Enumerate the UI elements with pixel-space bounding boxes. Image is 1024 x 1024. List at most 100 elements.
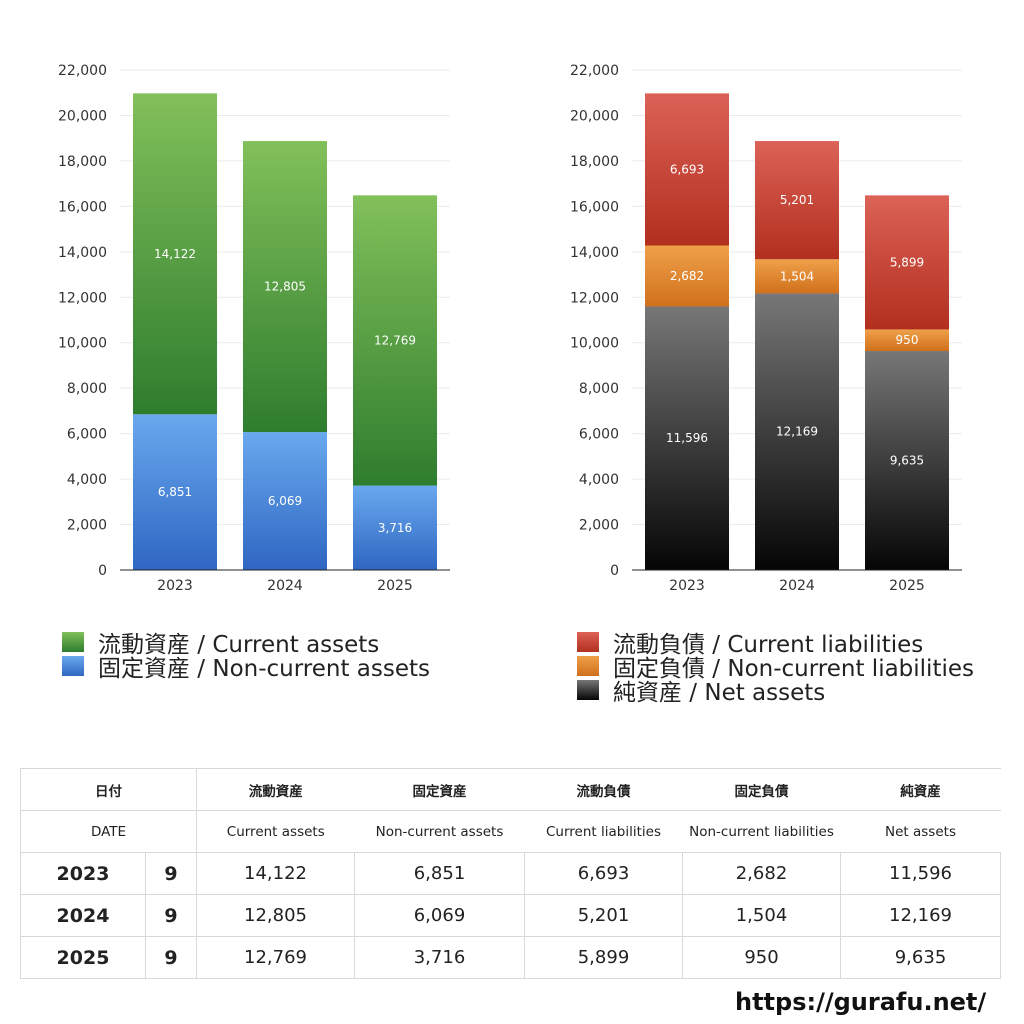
bar-segment [645, 306, 729, 570]
y-tick-label: 14,000 [58, 245, 107, 261]
table-row: 2023 9 14,122 6,851 6,693 2,682 11,596 [20, 852, 1001, 895]
legend-label: 流動負債 / Current liabilities [613, 632, 924, 658]
table-header-en: DATE Current assets Non-current assets C… [20, 810, 1001, 853]
y-tick-label: 18,000 [58, 154, 107, 170]
bar-segment [243, 141, 327, 433]
header-date-jp: 日付 [20, 768, 197, 811]
header-cell: Non-current liabilities [682, 810, 841, 853]
data-label: 9,635 [890, 454, 924, 468]
data-table: 日付 流動資産 固定資産 流動負債 固定負債 純資産 DATE Current … [20, 768, 1001, 979]
bar-segment [865, 195, 949, 330]
bar-segment [755, 259, 839, 294]
row-month: 9 [145, 894, 197, 937]
data-label: 5,201 [780, 193, 814, 207]
y-tick-label: 2,000 [579, 518, 619, 534]
header-cell: 固定資産 [354, 768, 525, 811]
table-cell: 6,069 [354, 894, 525, 937]
data-label: 6,851 [158, 485, 192, 499]
x-tick-label: 2023 [669, 578, 705, 594]
bar-segment [755, 141, 839, 260]
data-label: 1,504 [780, 269, 814, 283]
table-cell: 11,596 [840, 852, 1001, 895]
x-tick-label: 2024 [267, 578, 303, 594]
y-tick-label: 16,000 [58, 199, 107, 215]
table-cell: 6,851 [354, 852, 525, 895]
data-label: 12,169 [776, 425, 818, 439]
legend-item-current-liabilities: 流動負債 / Current liabilities [577, 630, 974, 658]
table-header-jp: 日付 流動資産 固定資産 流動負債 固定負債 純資産 [20, 768, 1001, 811]
assets-legend: 流動資産 / Current assets 固定資産 / Non-current… [62, 630, 430, 682]
legend-label: 流動資産 / Current assets [98, 632, 380, 658]
row-year: 2023 [20, 852, 146, 895]
bar-segment [133, 93, 217, 415]
legend-item-non-current-liabilities: 固定負債 / Non-current liabilities [577, 654, 974, 682]
table-cell: 3,716 [354, 936, 525, 979]
y-tick-label: 0 [610, 563, 619, 579]
liabilities-chart: 0 2,000 4,000 6,000 8,000 10,000 12,000 14,000 1… [570, 63, 962, 594]
legend-label: 純資産 / Net assets [613, 680, 826, 706]
data-label: 5,899 [890, 255, 924, 269]
header-cell: Current liabilities [524, 810, 683, 853]
header-cell: Current assets [196, 810, 355, 853]
table-cell: 12,805 [196, 894, 355, 937]
legend-swatch [577, 680, 599, 700]
data-label: 950 [896, 333, 919, 347]
y-tick-label: 10,000 [58, 336, 107, 352]
x-tick-label: 2025 [889, 578, 925, 594]
header-cell: 固定負債 [682, 768, 841, 811]
y-tick-label: 12,000 [570, 290, 619, 306]
x-tick-label: 2025 [377, 578, 413, 594]
row-month: 9 [145, 852, 197, 895]
table-cell: 12,769 [196, 936, 355, 979]
header-date-en: DATE [20, 810, 197, 853]
legend-swatch [62, 656, 84, 676]
legend-swatch [577, 632, 599, 652]
y-tick-label: 8,000 [579, 381, 619, 397]
liabilities-legend: 流動負債 / Current liabilities 固定負債 / Non-cu… [577, 630, 974, 706]
table-cell: 1,504 [682, 894, 841, 937]
table-cell: 6,693 [524, 852, 683, 895]
table-cell: 2,682 [682, 852, 841, 895]
table-row: 2025 9 12,769 3,716 5,899 950 9,635 [20, 936, 1001, 979]
y-tick-label: 4,000 [67, 472, 107, 488]
header-cell: 流動負債 [524, 768, 683, 811]
header-cell: Non-current assets [354, 810, 525, 853]
header-cell: 流動資産 [196, 768, 355, 811]
y-tick-label: 14,000 [570, 245, 619, 261]
legend-label: 固定資産 / Non-current assets [98, 656, 431, 682]
y-tick-label: 6,000 [67, 427, 107, 443]
legend-item-non-current-assets: 固定資産 / Non-current assets [62, 654, 430, 682]
bar-segment [645, 93, 729, 246]
y-tick-label: 22,000 [58, 63, 107, 79]
table-cell: 12,169 [840, 894, 1001, 937]
y-tick-label: 8,000 [67, 381, 107, 397]
bar-segment [645, 245, 729, 307]
bar-segment [865, 351, 949, 570]
x-tick-label: 2024 [779, 578, 815, 594]
y-tick-label: 18,000 [570, 154, 619, 170]
row-year: 2024 [20, 894, 146, 937]
site-url: https://gurafu.net/ [735, 988, 987, 1016]
data-label: 6,069 [268, 494, 302, 508]
row-year: 2025 [20, 936, 146, 979]
data-label: 12,805 [264, 280, 306, 294]
bar-segment [243, 432, 327, 570]
data-label: 11,596 [666, 431, 708, 445]
bar-segment [353, 485, 437, 570]
legend-swatch [62, 632, 84, 652]
y-tick-label: 20,000 [570, 108, 619, 124]
y-tick-label: 4,000 [579, 472, 619, 488]
y-tick-label: 16,000 [570, 199, 619, 215]
data-label: 2,682 [670, 269, 704, 283]
table-cell: 5,201 [524, 894, 683, 937]
x-tick-label: 2023 [157, 578, 193, 594]
y-tick-label: 10,000 [570, 336, 619, 352]
legend-item-current-assets: 流動資産 / Current assets [62, 630, 430, 658]
table-cell: 5,899 [524, 936, 683, 979]
y-tick-label: 22,000 [570, 63, 619, 79]
table-cell: 9,635 [840, 936, 1001, 979]
header-cell: 純資産 [840, 768, 1001, 811]
legend-item-net-assets: 純資産 / Net assets [577, 678, 974, 706]
header-cell: Net assets [840, 810, 1001, 853]
data-label: 6,693 [670, 162, 704, 176]
